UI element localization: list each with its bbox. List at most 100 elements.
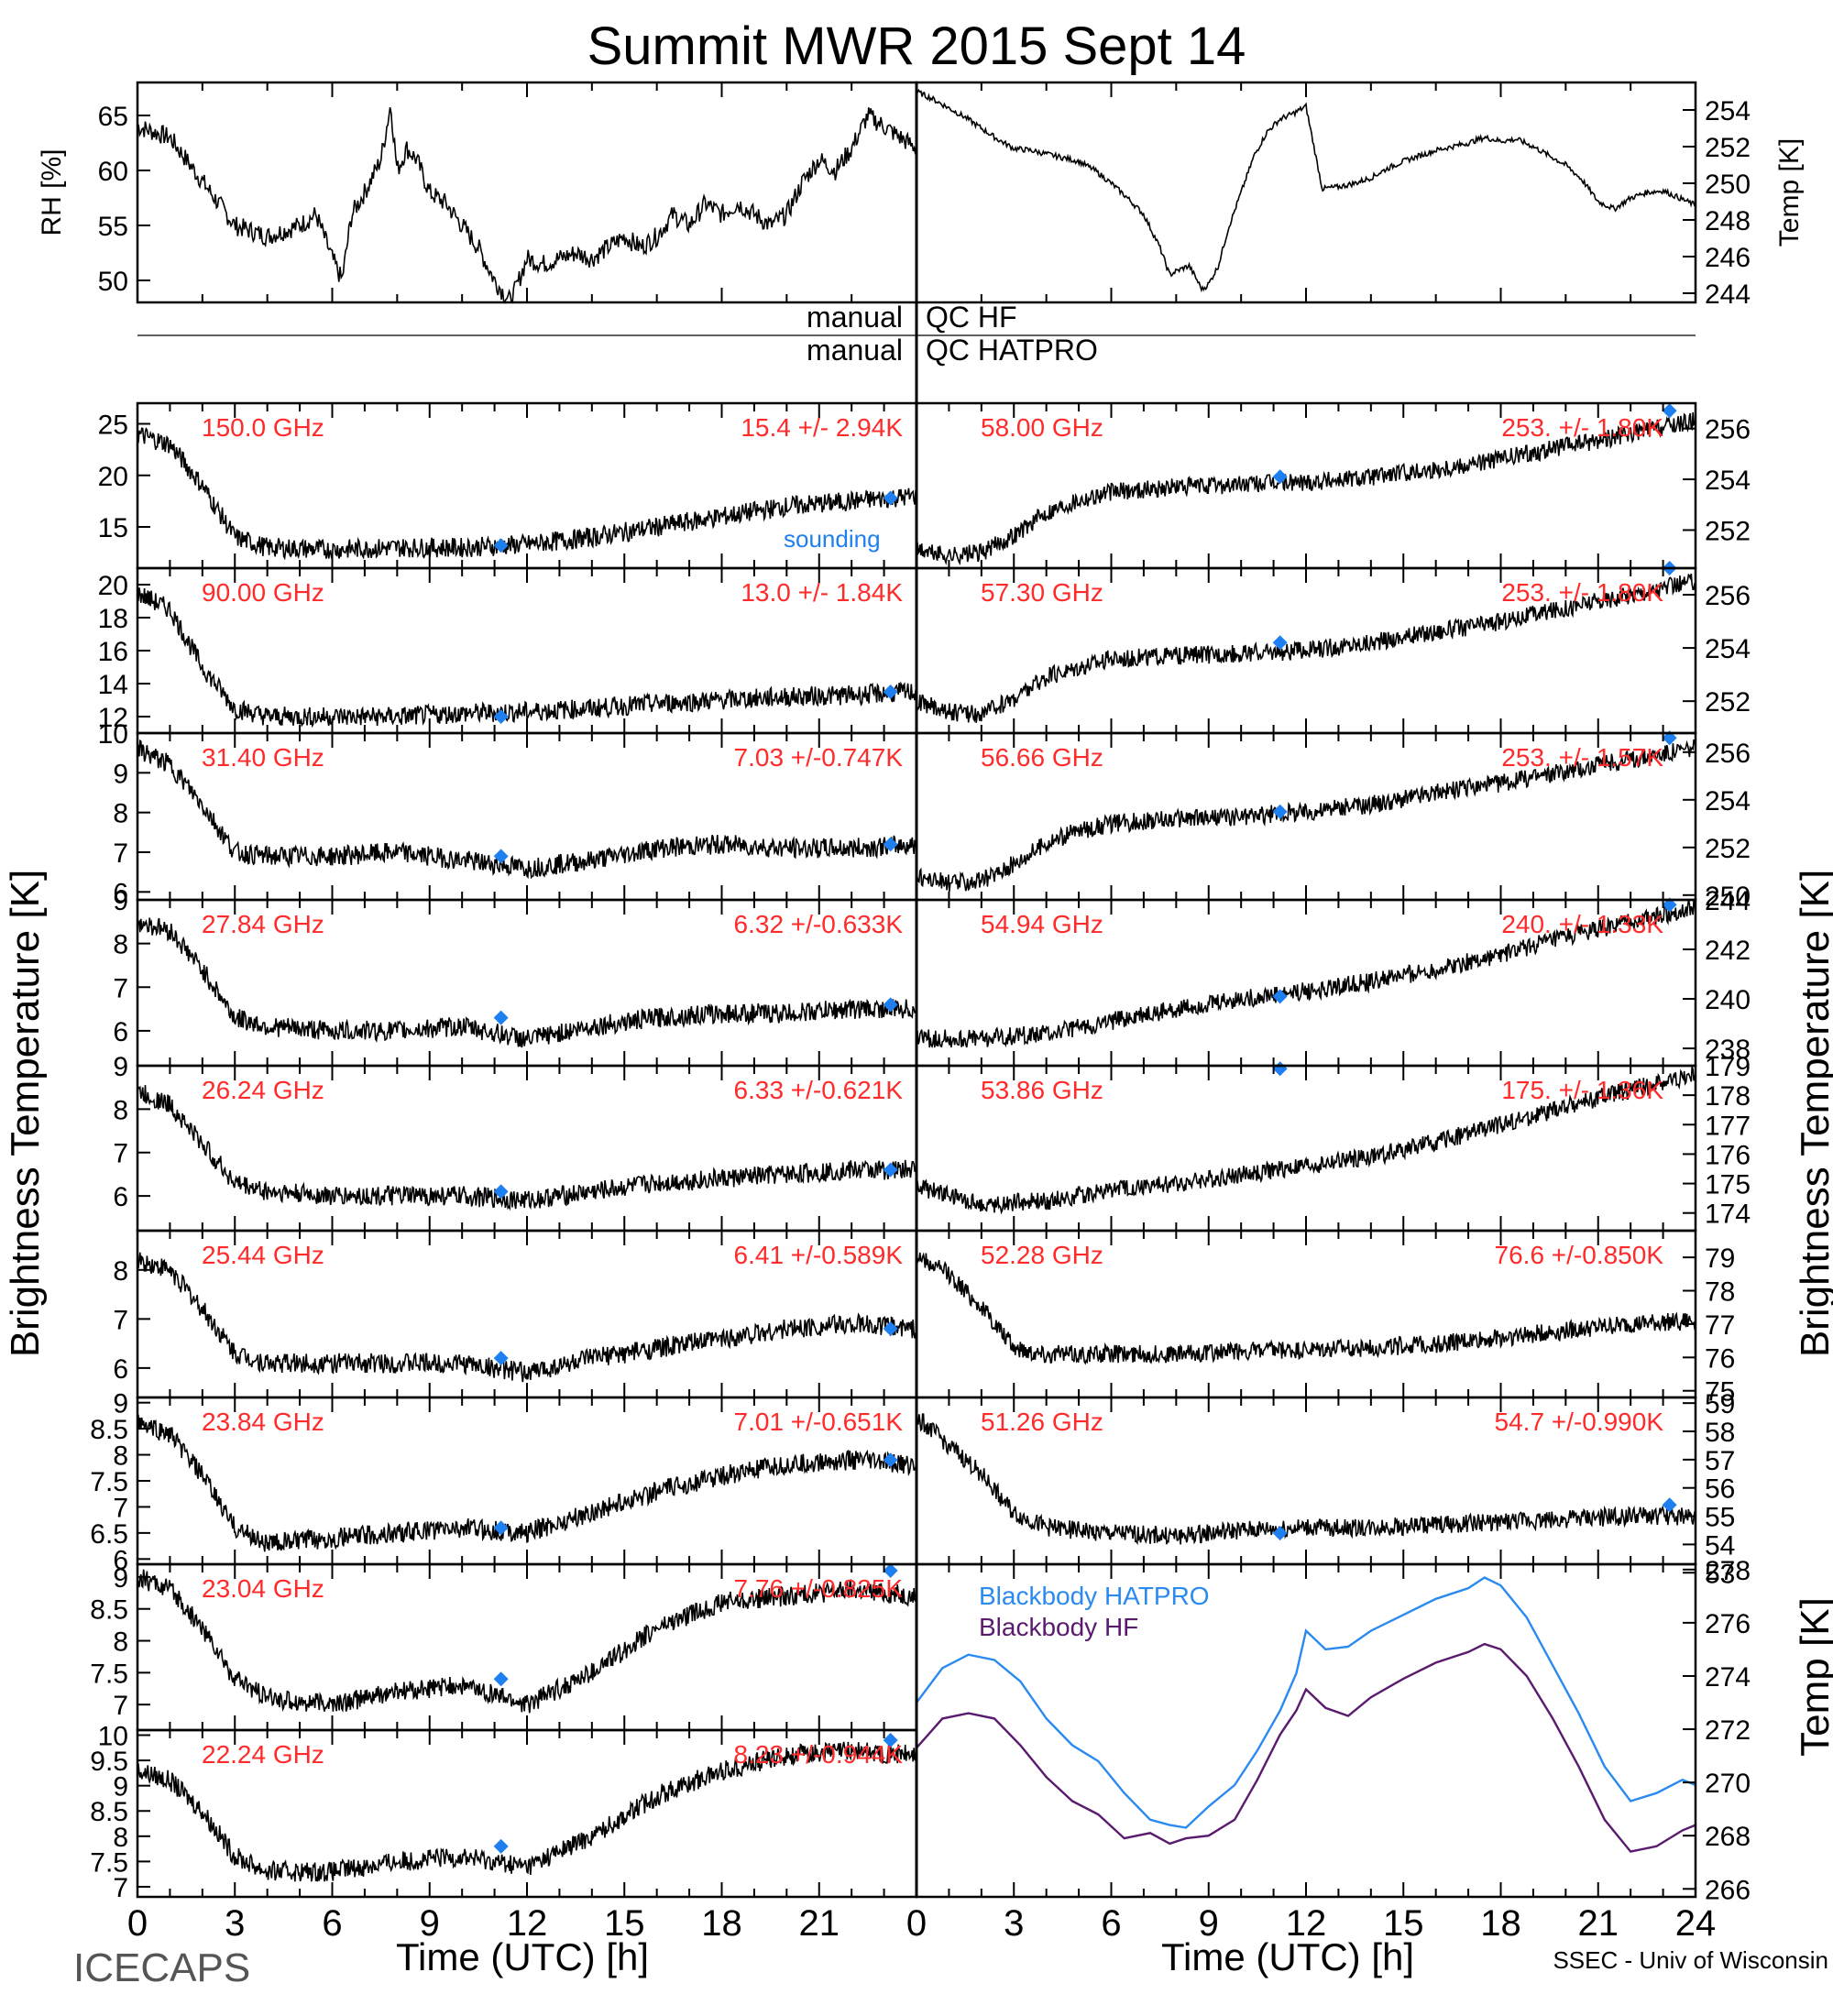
blackbody-ylabel: Temp [K]	[1793, 1597, 1833, 1757]
trace-5228	[916, 1252, 1696, 1365]
y-tick-label: 79	[1705, 1244, 1735, 1274]
legend-hf: Blackbody HF	[979, 1613, 1138, 1641]
sounding-marker	[1272, 635, 1288, 651]
y-tick-label: 268	[1705, 1822, 1751, 1852]
y-tick-label: 175	[1705, 1170, 1751, 1200]
left-ylabel: Brightness Temperature [K]	[3, 870, 48, 1357]
y-tick-label: 272	[1705, 1715, 1751, 1746]
trace-58	[916, 412, 1696, 565]
y-tick-label: 176	[1705, 1140, 1751, 1170]
freq-label-573: 57.30 GHz	[981, 578, 1103, 607]
y-tick-label: 178	[1705, 1081, 1751, 1112]
y-tick-label: 7	[113, 973, 128, 1003]
y-tick-label: 276	[1705, 1609, 1751, 1639]
x-tick-label-right: 15	[1383, 1903, 1424, 1944]
y-tick-label: 274	[1705, 1662, 1751, 1693]
y-tick-label: 56	[1705, 1474, 1735, 1505]
stats-label-5494: 240. +/- 1.33K	[1501, 910, 1663, 938]
sounding-marker	[883, 1562, 898, 1578]
stats-label-2224: 8.23 +/-0.944K	[734, 1740, 904, 1769]
y-tick-label: 18	[98, 604, 128, 634]
y-tick-label: 242	[1705, 936, 1751, 966]
y-tick-label: 254	[1705, 786, 1751, 816]
rh-ylabel: RH [%]	[37, 148, 67, 236]
y-tick-label: 6.5	[90, 1519, 128, 1550]
y-tick-label: 9	[113, 1389, 128, 1419]
y-tick-label: 50	[98, 267, 128, 297]
x-tick-label-right: 9	[1199, 1903, 1219, 1944]
sounding-marker	[883, 490, 898, 506]
x-tick-label-right: 3	[1004, 1903, 1024, 1944]
stats-label-573: 253. +/- 1.80K	[1501, 578, 1663, 607]
trace-2544	[137, 1252, 917, 1383]
y-tick-label: 246	[1705, 243, 1751, 273]
y-tick-label: 7	[113, 1305, 128, 1335]
y-tick-label: 6	[113, 1354, 128, 1385]
stats-label-2784: 6.32 +/-0.633K	[734, 910, 904, 938]
y-tick-label: 65	[98, 102, 128, 132]
qc-hatpro-label: QC HATPRO	[926, 334, 1098, 367]
y-tick-label: 7	[113, 1493, 128, 1523]
stats-label-90: 13.0 +/- 1.84K	[741, 578, 903, 607]
y-tick-label: 53	[1705, 1559, 1735, 1589]
sounding-marker	[883, 837, 898, 852]
trace-90	[137, 585, 917, 729]
sounding-marker	[883, 1452, 898, 1468]
y-tick-label: 16	[98, 637, 128, 667]
y-tick-label: 10	[98, 719, 128, 750]
y-tick-label: 266	[1705, 1875, 1751, 1905]
sounding-marker	[1662, 1497, 1677, 1513]
y-tick-label: 252	[1705, 834, 1751, 864]
y-tick-label: 7.5	[90, 1467, 128, 1497]
y-tick-label: 9	[113, 1052, 128, 1082]
y-tick-label: 9.5	[90, 1747, 128, 1777]
y-tick-label: 76	[1705, 1343, 1735, 1374]
y-tick-label: 6	[113, 1017, 128, 1047]
sounding-marker	[1662, 897, 1677, 913]
y-tick-label: 254	[1705, 634, 1751, 664]
y-tick-label: 6	[113, 1545, 128, 1575]
footer-ssec: SSEC - Univ of Wisconsin	[1553, 1946, 1828, 1974]
y-tick-label: 75	[1705, 1377, 1735, 1408]
y-tick-label: 78	[1705, 1277, 1735, 1308]
trace-2384	[137, 1414, 917, 1552]
y-tick-label: 244	[1705, 886, 1751, 916]
y-tick-label: 58	[1705, 1418, 1735, 1448]
x-tick-label-left: 0	[127, 1903, 148, 1944]
x-tick-label-left: 6	[322, 1903, 342, 1944]
sounding-marker	[1272, 1526, 1288, 1541]
y-tick-label: 54	[1705, 1530, 1735, 1561]
y-tick-label: 60	[98, 157, 128, 187]
trace-150	[137, 427, 917, 561]
y-tick-label: 59	[1705, 1389, 1735, 1419]
stats-label-2384: 7.01 +/-0.651K	[734, 1408, 904, 1436]
right-ylabel: Brightness Temperature [K]	[1793, 870, 1833, 1357]
y-tick-label: 7	[113, 1873, 128, 1903]
sounding-marker	[1272, 804, 1288, 819]
y-tick-label: 55	[98, 212, 128, 242]
x-tick-label-right: 18	[1480, 1903, 1521, 1944]
freq-label-2304: 23.04 GHz	[202, 1574, 324, 1603]
x-tick-label-right: 6	[1101, 1903, 1121, 1944]
sounding-marker	[883, 1733, 898, 1748]
y-tick-label: 8	[113, 1256, 128, 1287]
y-tick-label: 25	[98, 411, 128, 441]
stats-label-2544: 6.41 +/-0.589K	[734, 1241, 904, 1269]
freq-label-58: 58.00 GHz	[981, 413, 1103, 442]
y-tick-label: 10	[98, 1722, 128, 1752]
freq-label-5666: 56.66 GHz	[981, 743, 1103, 772]
freq-label-31: 31.40 GHz	[202, 743, 324, 772]
y-tick-label: 270	[1705, 1769, 1751, 1799]
freq-label-2784: 27.84 GHz	[202, 910, 324, 938]
freq-label-2224: 22.24 GHz	[202, 1740, 324, 1769]
sounding-marker	[493, 1520, 509, 1536]
sounding-marker	[883, 1162, 898, 1178]
x-tick-label-left: 12	[507, 1903, 548, 1944]
y-tick-label: 12	[98, 703, 128, 733]
y-tick-label: 8	[113, 1627, 128, 1658]
x-tick-label-right: 24	[1675, 1903, 1717, 1944]
sounding-marker	[493, 1010, 509, 1025]
footer-icecaps: ICECAPS	[73, 1945, 250, 1990]
